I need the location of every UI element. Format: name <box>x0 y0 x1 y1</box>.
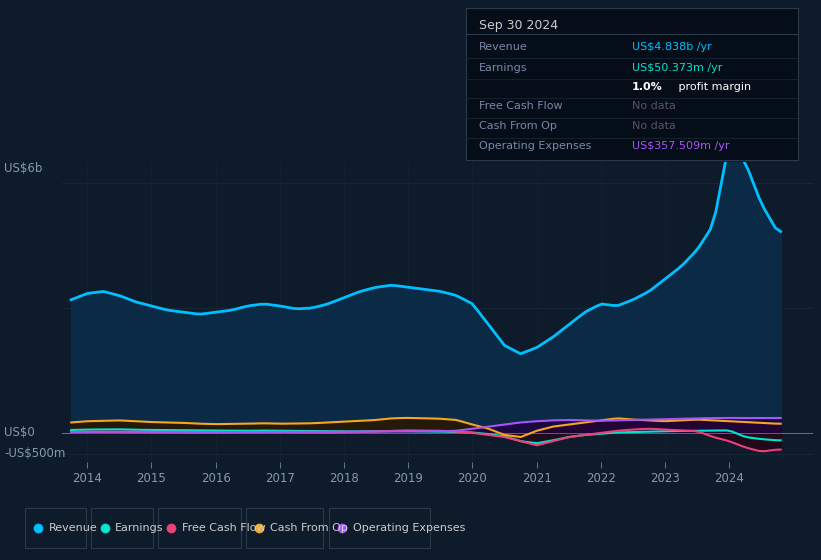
Text: US$0: US$0 <box>4 426 34 440</box>
Text: Revenue: Revenue <box>479 41 528 52</box>
Text: Earnings: Earnings <box>479 63 527 73</box>
FancyBboxPatch shape <box>25 508 86 548</box>
FancyBboxPatch shape <box>158 508 241 548</box>
Text: Cash From Op: Cash From Op <box>270 523 348 533</box>
Text: Free Cash Flow: Free Cash Flow <box>479 101 562 111</box>
Text: -US$500m: -US$500m <box>4 447 66 460</box>
FancyBboxPatch shape <box>329 508 430 548</box>
Text: US$357.509m /yr: US$357.509m /yr <box>632 141 729 151</box>
FancyBboxPatch shape <box>246 508 323 548</box>
Text: profit margin: profit margin <box>675 82 751 92</box>
Text: Earnings: Earnings <box>115 523 164 533</box>
Text: Revenue: Revenue <box>48 523 98 533</box>
Text: 1.0%: 1.0% <box>632 82 663 92</box>
Text: US$6b: US$6b <box>4 162 43 175</box>
Text: Sep 30 2024: Sep 30 2024 <box>479 19 558 32</box>
Text: Operating Expenses: Operating Expenses <box>353 523 466 533</box>
Text: Cash From Op: Cash From Op <box>479 121 557 131</box>
Text: No data: No data <box>632 121 676 131</box>
Text: US$4.838b /yr: US$4.838b /yr <box>632 41 712 52</box>
Text: Operating Expenses: Operating Expenses <box>479 141 591 151</box>
Text: No data: No data <box>632 101 676 111</box>
Text: US$50.373m /yr: US$50.373m /yr <box>632 63 722 73</box>
Text: Free Cash Flow: Free Cash Flow <box>182 523 266 533</box>
FancyBboxPatch shape <box>91 508 153 548</box>
